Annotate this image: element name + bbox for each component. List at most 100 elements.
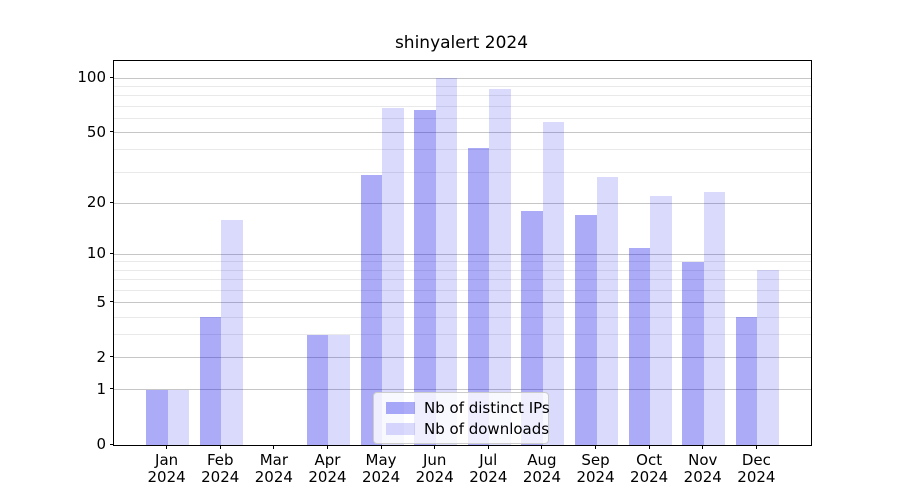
- minor-gridline-90: [114, 85, 811, 87]
- x-tick-month: Jun: [422, 451, 447, 469]
- y-tick-label-50: 50: [86, 122, 106, 141]
- x-tick-month: Jul: [479, 451, 498, 469]
- bar-distinct-ips-apr: [306, 334, 329, 445]
- x-tick-label-aug: Aug 2024: [502, 452, 582, 486]
- y-tick-mark-5: [110, 301, 114, 303]
- minor-gridline-8: [114, 269, 811, 271]
- bar-downloads-sep: [596, 177, 619, 445]
- major-gridline-2: [114, 357, 811, 359]
- x-tick-year: 2024: [683, 468, 722, 486]
- x-tick-label-jan: Jan 2024: [127, 452, 207, 486]
- x-tick-mark-dec: [755, 445, 757, 449]
- y-tick-label-1: 1: [96, 379, 106, 398]
- x-tick-year: 2024: [361, 468, 401, 486]
- x-tick-mark-nov: [702, 445, 704, 449]
- legend: Nb of distinct IPs Nb of downloads: [373, 392, 550, 444]
- minor-gridline-6: [114, 289, 811, 291]
- x-tick-label-jul: Jul 2024: [448, 452, 528, 486]
- bar-downloads-may: [382, 108, 404, 445]
- x-tick-year: 2024: [737, 468, 776, 486]
- x-tick-month: Sep: [581, 451, 610, 469]
- x-tick-month: Apr: [314, 451, 341, 469]
- bar-distinct-ips-oct: [628, 247, 651, 445]
- x-tick-mark-feb: [219, 445, 221, 449]
- bar-downloads-jun: [435, 78, 458, 445]
- x-tick-mark-jul: [487, 445, 489, 449]
- x-tick-year: 2024: [147, 468, 186, 486]
- bar-downloads-feb: [221, 219, 243, 445]
- bar-distinct-ips-jun: [414, 109, 436, 445]
- x-tick-label-sep: Sep 2024: [556, 452, 636, 486]
- x-tick-mark-oct: [648, 445, 650, 449]
- y-tick-mark-50: [110, 131, 114, 132]
- minor-gridline-60: [114, 117, 811, 119]
- minor-gridline-3: [114, 334, 811, 336]
- y-tick-mark-2: [110, 356, 114, 358]
- x-tick-month: Dec: [741, 451, 771, 469]
- x-tick-mark-apr: [326, 445, 328, 449]
- x-tick-label-mar: Mar 2024: [234, 452, 314, 486]
- x-tick-month: Feb: [206, 451, 234, 469]
- minor-gridline-9: [114, 261, 811, 263]
- x-tick-label-jun: Jun 2024: [395, 452, 475, 486]
- x-tick-year: 2024: [576, 468, 615, 486]
- y-tick-mark-100: [110, 76, 114, 78]
- x-tick-month: Nov: [688, 451, 718, 469]
- bar-downloads-nov: [703, 192, 726, 445]
- y-tick-label-10: 10: [86, 244, 106, 263]
- bar-downloads-apr: [328, 334, 350, 445]
- bar-distinct-ips-dec: [735, 317, 758, 445]
- plot-area: [113, 60, 812, 446]
- major-gridline-50: [114, 132, 811, 133]
- x-tick-month: Jan: [155, 451, 179, 469]
- major-gridline-20: [114, 202, 811, 204]
- x-tick-year: 2024: [469, 468, 508, 486]
- bar-downloads-oct: [650, 195, 672, 445]
- x-tick-label-may: May 2024: [341, 452, 421, 486]
- chart-title: shinyalert 2024: [394, 33, 529, 53]
- major-gridline-100: [114, 77, 811, 79]
- bar-downloads-aug: [542, 122, 565, 445]
- bar-distinct-ips-jan: [146, 389, 168, 445]
- y-tick-label-5: 5: [96, 292, 106, 311]
- x-tick-label-nov: Nov 2024: [663, 452, 743, 486]
- minor-gridline-80: [114, 95, 811, 97]
- x-tick-year: 2024: [254, 468, 293, 486]
- major-gridline-10: [114, 253, 811, 255]
- legend-item-downloads: Nb of downloads: [386, 418, 550, 439]
- legend-label-downloads: Nb of downloads: [424, 419, 550, 438]
- x-tick-mark-jun: [434, 445, 436, 449]
- minor-gridline-70: [114, 105, 811, 107]
- x-tick-month: Oct: [636, 451, 663, 469]
- minor-gridline-40: [114, 149, 811, 151]
- y-tick-label-20: 20: [86, 193, 106, 212]
- bar-distinct-ips-aug: [521, 210, 543, 445]
- legend-swatch-downloads: [386, 422, 415, 435]
- x-tick-month: May: [365, 451, 397, 469]
- x-tick-mark-jan: [166, 445, 168, 449]
- y-tick-mark-10: [110, 252, 114, 254]
- bar-downloads-jan: [167, 389, 190, 445]
- major-gridline-5: [114, 302, 811, 304]
- x-tick-mark-aug: [541, 445, 543, 449]
- legend-label-distinct-ips: Nb of distinct IPs: [424, 398, 550, 417]
- x-tick-year: 2024: [522, 468, 562, 486]
- y-tick-label-2: 2: [96, 347, 106, 366]
- x-tick-label-oct: Oct 2024: [609, 452, 689, 486]
- x-tick-label-feb: Feb 2024: [180, 452, 260, 486]
- y-tick-mark-0: [110, 443, 114, 445]
- x-tick-year: 2024: [201, 468, 240, 486]
- x-tick-month: Mar: [259, 451, 288, 469]
- x-tick-mark-sep: [595, 445, 597, 449]
- bar-downloads-dec: [757, 270, 779, 445]
- y-tick-label-100: 100: [77, 68, 106, 87]
- y-tick-label-0: 0: [96, 435, 106, 453]
- major-gridline-1: [114, 389, 811, 391]
- x-tick-year: 2024: [308, 468, 347, 486]
- x-tick-mark-may: [380, 445, 382, 449]
- legend-item-distinct-ips: Nb of distinct IPs: [386, 397, 550, 418]
- x-tick-label-apr: Apr 2024: [287, 452, 367, 486]
- x-tick-year: 2024: [415, 468, 454, 486]
- x-tick-mark-mar: [273, 445, 275, 449]
